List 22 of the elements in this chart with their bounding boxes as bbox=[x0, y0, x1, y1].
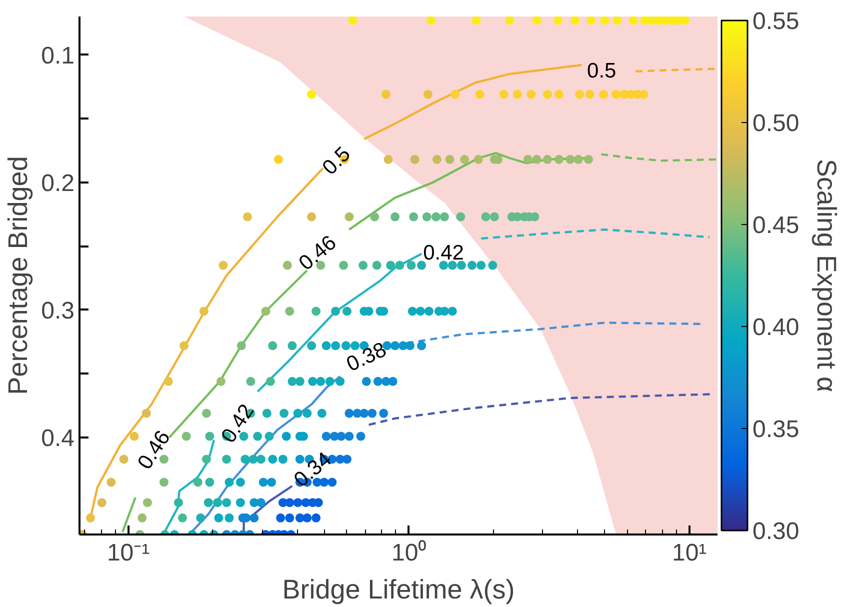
y-axis-title: Percentage Bridged bbox=[3, 156, 34, 395]
annotation: 0.34 bbox=[290, 448, 336, 492]
x-tick-label: 10⁻¹ bbox=[106, 540, 150, 566]
x-tick-label: 10¹ bbox=[672, 540, 707, 566]
y-tick-label: 0.2 bbox=[41, 170, 75, 197]
color-bar-label: 0.40 bbox=[752, 314, 800, 341]
annotation: 0.38 bbox=[343, 338, 390, 376]
color-bar-label: 0.50 bbox=[752, 110, 800, 137]
y-tick-label: 0.1 bbox=[41, 42, 75, 70]
y-tick-label: 0.4 bbox=[41, 425, 75, 452]
color-bar-label: 0.35 bbox=[752, 416, 800, 443]
color-bar-label: 0.45 bbox=[752, 212, 800, 239]
annotation: 0.5 bbox=[587, 59, 616, 82]
annotation: 0.46 bbox=[294, 231, 341, 276]
color-bar-title: Scaling Exponent α bbox=[812, 158, 842, 392]
color-bar-label: 0.55 bbox=[752, 8, 800, 35]
y-tick-label: 0.3 bbox=[41, 297, 75, 324]
annotation: 0.5 bbox=[318, 142, 356, 180]
color-bar-label: 0.30 bbox=[752, 518, 800, 545]
x-axis-title: Bridge Lifetime λ(s) bbox=[282, 574, 515, 604]
annotation: 0.42 bbox=[423, 241, 464, 264]
x-tick-label: 10⁰ bbox=[391, 540, 426, 566]
